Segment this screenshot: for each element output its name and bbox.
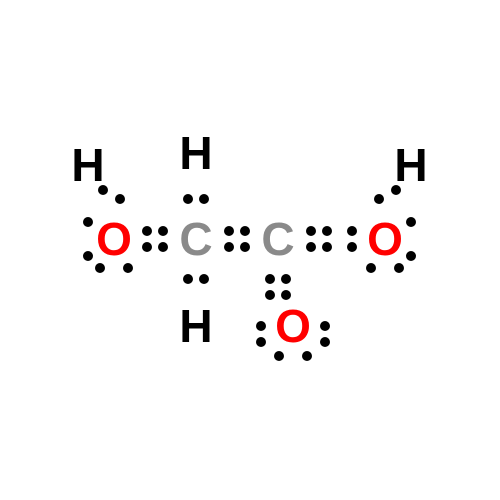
electron-dot <box>281 274 291 284</box>
electron-dot <box>281 290 291 300</box>
electron-dot <box>366 263 376 273</box>
electron-dot <box>394 263 404 273</box>
electron-dot <box>199 194 209 204</box>
electron-dot <box>199 274 209 284</box>
electron-dot <box>183 194 193 204</box>
electron-dot <box>224 242 234 252</box>
atom-c-c1: C <box>179 216 212 262</box>
lewis-structure-canvas: HHHOCCOHO <box>0 0 500 500</box>
electron-dot <box>123 263 133 273</box>
electron-dot <box>347 242 357 252</box>
electron-dot <box>322 226 332 236</box>
electron-dot <box>302 351 312 361</box>
electron-dot <box>265 274 275 284</box>
electron-dot <box>374 194 384 204</box>
electron-dot <box>224 226 234 236</box>
electron-dot <box>183 274 193 284</box>
electron-dot <box>256 321 266 331</box>
electron-dot <box>158 226 168 236</box>
atom-h-h3: H <box>394 142 427 188</box>
electron-dot <box>98 185 108 195</box>
electron-dot <box>306 226 316 236</box>
atom-h-h1: H <box>71 142 104 188</box>
electron-dot <box>406 217 416 227</box>
electron-dot <box>265 290 275 300</box>
atom-h-h2: H <box>179 130 212 176</box>
electron-dot <box>142 226 152 236</box>
atom-o-o3: O <box>275 303 311 349</box>
electron-dot <box>95 263 105 273</box>
electron-dot <box>240 226 250 236</box>
electron-dot <box>142 242 152 252</box>
atom-c-c2: C <box>261 216 294 262</box>
electron-dot <box>306 242 316 252</box>
atom-h-h4: H <box>179 303 212 349</box>
electron-dot <box>347 226 357 236</box>
electron-dot <box>83 217 93 227</box>
electron-dot <box>320 321 330 331</box>
electron-dot <box>320 337 330 347</box>
atom-o-o1: O <box>96 216 132 262</box>
electron-dot <box>240 242 250 252</box>
electron-dot <box>322 242 332 252</box>
electron-dot <box>274 351 284 361</box>
electron-dot <box>406 251 416 261</box>
electron-dot <box>83 251 93 261</box>
electron-dot <box>115 194 125 204</box>
electron-dot <box>391 185 401 195</box>
electron-dot <box>256 337 266 347</box>
electron-dot <box>158 242 168 252</box>
atom-o-o2: O <box>367 216 403 262</box>
